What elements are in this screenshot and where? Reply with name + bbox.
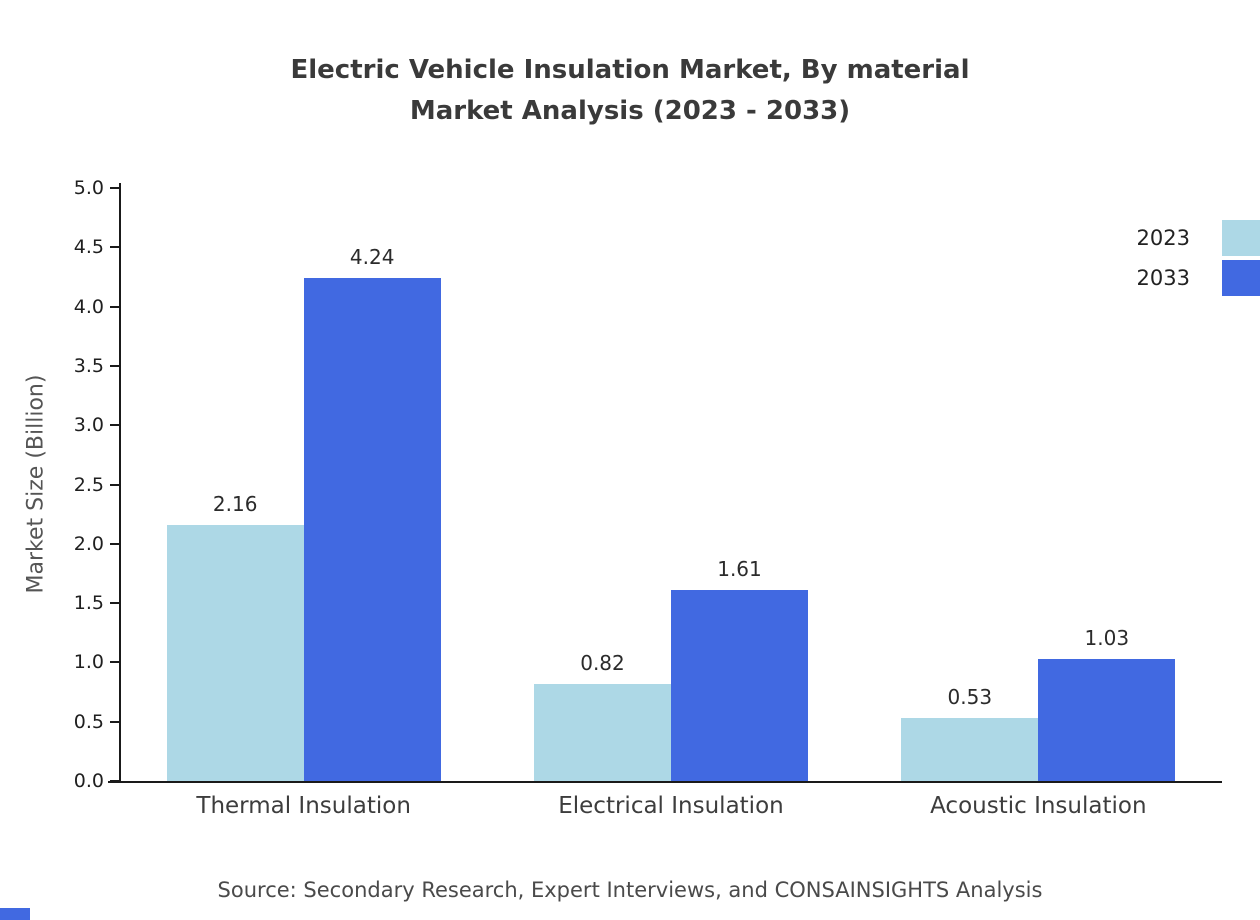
legend: 2023 2033 bbox=[1137, 218, 1260, 298]
bar-value-label: 4.24 bbox=[349, 245, 395, 270]
y-tick-mark bbox=[110, 246, 119, 249]
legend-swatch bbox=[1222, 220, 1260, 256]
x-category-label: Electrical Insulation bbox=[558, 793, 784, 819]
bar-value-label: 0.53 bbox=[947, 685, 993, 710]
y-tick-label: 0.5 bbox=[73, 710, 104, 733]
bar-2033: 1.61 bbox=[670, 557, 808, 781]
y-tick-label: 5.0 bbox=[73, 177, 104, 199]
x-axis-category-labels: Thermal Insulation Electrical Insulation A… bbox=[120, 793, 1222, 819]
legend-item: 2023 bbox=[1137, 218, 1260, 258]
bar-value-label: 0.82 bbox=[580, 650, 625, 675]
legend-swatch bbox=[1222, 260, 1260, 296]
bar-value-label: 1.61 bbox=[717, 557, 762, 582]
bar-groups: 2.16 4.24 0.82 1.61 0.53 1.03 bbox=[120, 188, 1222, 781]
bar-2023: 2.16 bbox=[166, 492, 304, 781]
plot-area: 2.16 4.24 0.82 1.61 0.53 1.03 bbox=[120, 188, 1222, 781]
y-axis-line bbox=[119, 183, 121, 783]
x-category-label: Thermal Insulation bbox=[196, 793, 411, 819]
y-tick-label: 1.0 bbox=[73, 651, 104, 674]
chart-title-line2: Market Analysis (2023 - 2033) bbox=[409, 96, 851, 126]
y-tick-label: 3.5 bbox=[73, 354, 104, 377]
y-tick-label: 2.5 bbox=[73, 473, 104, 496]
x-axis-line bbox=[108, 781, 1222, 783]
bar-2033: 4.24 bbox=[303, 245, 441, 781]
bar-group: 0.82 1.61 bbox=[487, 188, 854, 781]
bar-2023: 0.53 bbox=[901, 685, 1039, 781]
bar-value-label: 2.16 bbox=[212, 491, 258, 516]
y-tick-mark bbox=[110, 780, 119, 782]
bar-group: 0.53 1.03 bbox=[855, 188, 1222, 781]
y-tick-mark bbox=[110, 720, 119, 723]
x-category-label: Acoustic Insulation bbox=[930, 793, 1147, 819]
bar-2033: 1.03 bbox=[1038, 626, 1176, 781]
y-tick-mark bbox=[110, 305, 119, 308]
y-tick-mark bbox=[110, 424, 119, 427]
y-tick-label: 1.5 bbox=[73, 592, 104, 615]
legend-item: 2033 bbox=[1137, 258, 1260, 298]
y-tick-label: 2.0 bbox=[73, 532, 104, 555]
chart-title-line1: Electric Vehicle Insulation Market, By m… bbox=[290, 55, 970, 85]
y-tick-mark bbox=[110, 364, 119, 367]
y-tick-label: 4.0 bbox=[73, 295, 104, 318]
legend-label: 2023 bbox=[1136, 226, 1190, 250]
bar-value-label: 1.03 bbox=[1084, 625, 1130, 650]
y-tick-label: 3.0 bbox=[73, 414, 104, 437]
y-tick-mark bbox=[110, 602, 119, 605]
source-note: Source: Secondary Research, Expert Inter… bbox=[217, 878, 1043, 902]
y-tick-mark bbox=[110, 187, 119, 189]
chart-title: Electric Vehicle Insulation Market, By m… bbox=[0, 50, 1260, 132]
corner-accent bbox=[0, 908, 30, 920]
y-tick-label: 0.0 bbox=[73, 770, 104, 792]
bar-2023: 0.82 bbox=[533, 651, 671, 781]
y-tick-mark bbox=[110, 542, 119, 545]
bar-group: 2.16 4.24 bbox=[120, 188, 487, 781]
y-tick-mark bbox=[110, 483, 119, 486]
legend-label: 2033 bbox=[1136, 266, 1190, 290]
y-tick-label: 4.5 bbox=[73, 236, 104, 259]
y-tick-mark bbox=[110, 661, 119, 664]
